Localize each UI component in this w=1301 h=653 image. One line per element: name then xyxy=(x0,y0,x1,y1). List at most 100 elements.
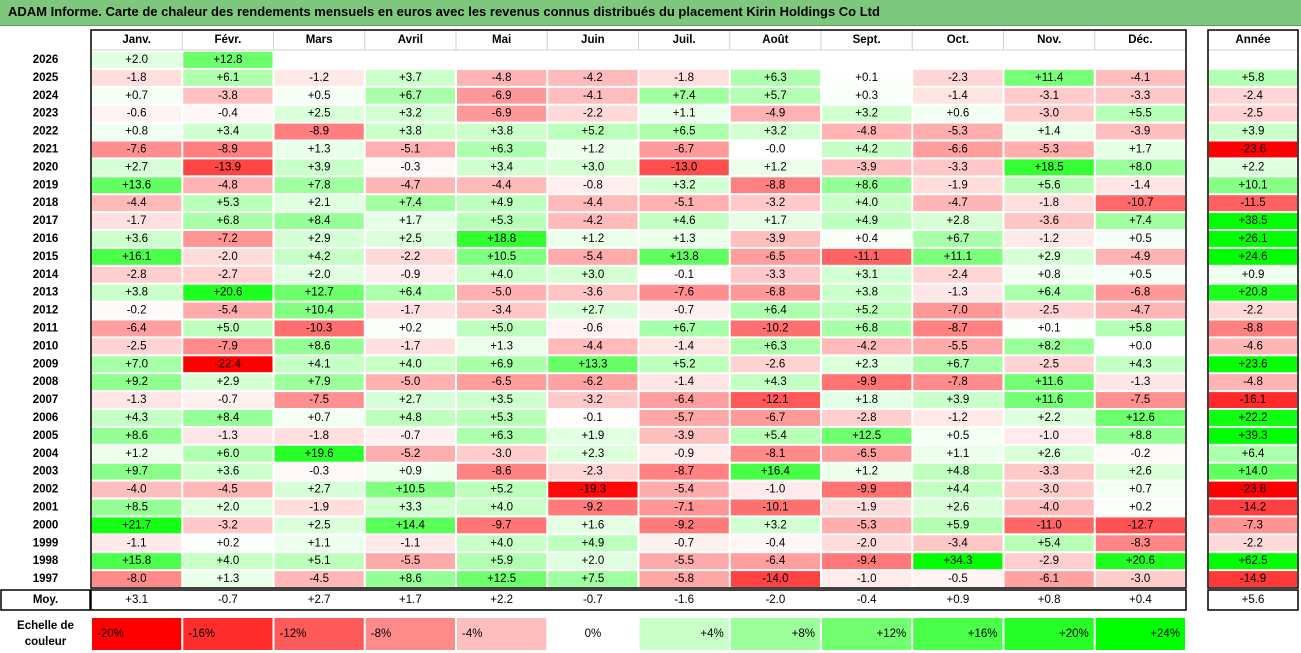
heat-cell xyxy=(183,553,273,570)
heat-cell xyxy=(365,123,455,140)
scale-label: +4% xyxy=(700,628,723,640)
heat-cell-value: -9.9 xyxy=(857,484,877,496)
heat-cell xyxy=(1095,123,1185,140)
heat-cell xyxy=(183,266,273,283)
heat-cell xyxy=(92,141,182,158)
heat-cell-value: +4.2 xyxy=(308,251,331,263)
heat-cell xyxy=(183,499,273,516)
heat-cell xyxy=(365,195,455,212)
heat-cell-value: +4.0 xyxy=(490,537,513,549)
heat-cell-value: -10.1 xyxy=(762,501,788,513)
heat-cell xyxy=(639,571,729,587)
annual-cell xyxy=(1209,410,1297,426)
year-label: 2001 xyxy=(33,501,59,513)
heat-cell-value: +3.8 xyxy=(490,126,513,138)
heat-cell-value: +6.7 xyxy=(399,90,422,102)
heat-cell xyxy=(92,266,182,283)
heat-cell xyxy=(1095,159,1185,176)
heat-cell xyxy=(274,87,364,104)
annual-cell-value: -2.2 xyxy=(1243,537,1263,549)
heat-cell-value: +4.0 xyxy=(399,358,422,370)
year-label: 2023 xyxy=(33,108,59,120)
heat-cell xyxy=(457,141,547,158)
annual-cell-value: +14.0 xyxy=(1238,466,1267,478)
heat-cell-value: +2.8 xyxy=(947,215,970,227)
heat-cell xyxy=(1095,427,1185,444)
heat-cell-value: +4.9 xyxy=(582,537,605,549)
heat-cell xyxy=(730,427,820,444)
heat-cell xyxy=(1095,535,1185,552)
heat-cell xyxy=(457,284,547,301)
heat-cell-value: -1.4 xyxy=(674,340,694,352)
heat-cell-value: +2.6 xyxy=(1129,466,1152,478)
heat-cell-value: -1.4 xyxy=(948,90,968,102)
heat-cell-value: -0.7 xyxy=(400,430,420,442)
heat-cell xyxy=(1095,571,1185,587)
scale-swatch xyxy=(822,618,912,650)
heat-cell-value: +7.4 xyxy=(1129,215,1152,227)
heat-cell xyxy=(274,284,364,301)
heat-cell xyxy=(548,231,638,247)
annual-cell xyxy=(1209,302,1297,319)
heat-cell xyxy=(822,481,912,498)
heat-cell xyxy=(92,213,182,229)
heat-cell-value: -6.1 xyxy=(1039,573,1059,585)
heat-cell xyxy=(274,177,364,194)
heat-cell xyxy=(548,481,638,498)
heat-cell xyxy=(730,195,820,212)
heat-cell xyxy=(183,481,273,498)
heat-cell-value: +6.3 xyxy=(764,72,787,84)
year-label: 2026 xyxy=(33,54,59,66)
heat-cell-value: +6.4 xyxy=(399,287,422,299)
heat-cell xyxy=(548,535,638,552)
heat-cell xyxy=(730,517,820,534)
heat-cell-value: -6.8 xyxy=(765,287,785,299)
heat-cell xyxy=(913,445,1003,462)
month-header-label: Mars xyxy=(306,34,333,46)
annual-cell-value: -23.8 xyxy=(1240,484,1266,496)
heat-cell-value: +10.5 xyxy=(487,251,516,263)
heat-cell xyxy=(822,517,912,534)
year-label: 2019 xyxy=(33,179,59,191)
heat-cell xyxy=(822,571,912,587)
heat-cell-value: +11.1 xyxy=(944,251,972,263)
heat-cell-value: -0.0 xyxy=(765,143,785,155)
annual-cell-value: +2.2 xyxy=(1242,161,1265,173)
annual-cell-value: -11.5 xyxy=(1240,197,1265,209)
heat-cell xyxy=(1004,392,1094,408)
heat-cell-value: +11.6 xyxy=(1035,394,1063,406)
heat-cell xyxy=(1004,499,1094,516)
heat-cell-value: +2.7 xyxy=(308,484,331,496)
heat-cell-value: +10.5 xyxy=(396,484,425,496)
heat-cell xyxy=(822,266,912,283)
heat-cell-value: +2.9 xyxy=(217,376,240,388)
heat-cell xyxy=(1004,445,1094,462)
heat-cell-value: +3.8 xyxy=(399,126,422,138)
heat-cell xyxy=(1004,284,1094,301)
year-label: 2017 xyxy=(33,215,59,227)
heat-cell xyxy=(1004,356,1094,373)
annual-cell-value: -16.1 xyxy=(1240,394,1266,406)
heat-cell-value: -7.5 xyxy=(1130,394,1150,406)
heat-cell-value: +1.3 xyxy=(673,233,696,245)
heat-cell xyxy=(457,159,547,176)
heat-cell xyxy=(548,499,638,516)
heat-cell-value: -0.3 xyxy=(309,466,329,478)
heat-cell xyxy=(730,499,820,516)
heat-cell xyxy=(274,356,364,373)
heat-cell xyxy=(913,463,1003,480)
average-value: -1.6 xyxy=(674,594,694,606)
heat-cell-value: +7.8 xyxy=(308,179,331,191)
scale-swatch xyxy=(913,618,1003,650)
heat-cell xyxy=(730,410,820,426)
heat-cell-value: +3.6 xyxy=(217,466,240,478)
heat-cell xyxy=(365,392,455,408)
heat-cell-value: -0.1 xyxy=(583,412,603,424)
annual-cell xyxy=(1209,213,1297,229)
annual-cell-value: -7.3 xyxy=(1243,519,1263,531)
heat-cell xyxy=(92,356,182,373)
heat-cell-value: +3.2 xyxy=(399,108,422,120)
heat-cell-value: -8.3 xyxy=(1130,537,1150,549)
heat-cell xyxy=(183,427,273,444)
